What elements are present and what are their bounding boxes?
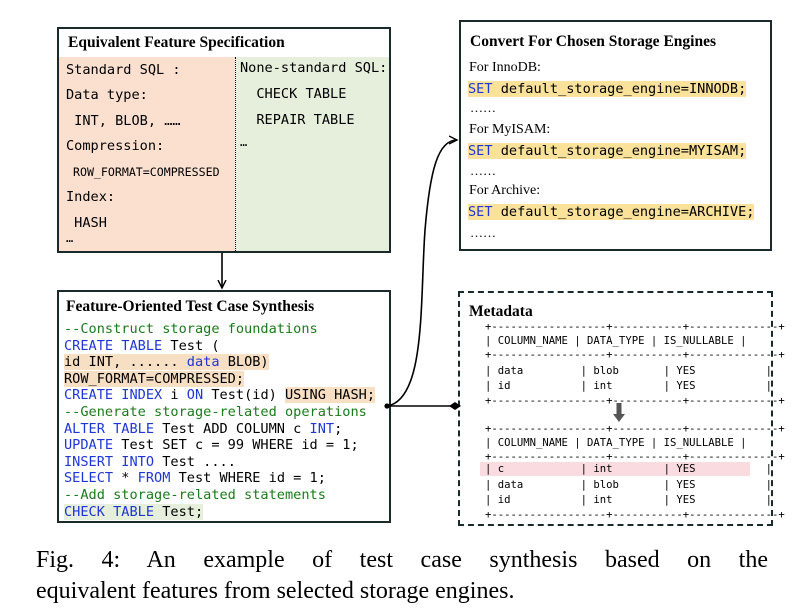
set-keyword: SET	[468, 143, 493, 159]
panel-divider	[235, 57, 236, 251]
set-keyword: SET	[468, 81, 493, 97]
standard-line: ROW_FORMAT=COMPRESSED	[66, 165, 220, 179]
code-line: UPDATE Test SET c = 99 WHERE id = 1;	[64, 437, 359, 454]
standard-line: Compression:	[66, 138, 165, 154]
standard-line: Data type:	[66, 87, 148, 103]
engine-label: For MyISAM:	[469, 122, 551, 137]
connector-origin-dot	[384, 403, 390, 409]
new-row-highlight	[480, 462, 750, 476]
code-line: ALTER TABLE Test ADD COLUMN c INT;	[64, 420, 343, 437]
down-arrow-icon	[612, 403, 626, 423]
standard-line: HASH	[66, 215, 107, 231]
metadata-arrow-head	[449, 402, 461, 410]
spec-title: Equivalent Feature Specification	[68, 34, 285, 51]
code-keyword: CREATE TABLE	[64, 337, 163, 354]
code-line: --Add storage-related statements	[64, 487, 326, 504]
table-border: +------------------+-----------+--------…	[485, 395, 785, 407]
table-border: +------------------+-----------+--------…	[485, 423, 785, 435]
code-line: --Generate storage-related operations	[64, 404, 367, 421]
table-row: | id | int | YES |	[485, 494, 773, 506]
synthesis-box: Feature-Oriented Test Case Synthesis --C…	[57, 290, 391, 523]
set-value: default_storage_engine=INNODB;	[492, 81, 747, 97]
table-row: | id | int | YES |	[485, 380, 773, 392]
code-line: SELECT * FROM Test WHERE id = 1;	[64, 470, 326, 487]
table-header: | COLUMN_NAME | DATA_TYPE | IS_NULLABLE …	[485, 335, 747, 347]
table-row-new: | c | int | YES |	[485, 463, 773, 475]
code-comment: --Construct storage foundations	[64, 321, 318, 337]
nonstandard-sql-panel	[236, 57, 389, 251]
code-line: INSERT INTO Test ....	[64, 453, 236, 470]
table-header: | COLUMN_NAME | DATA_TYPE | IS_NULLABLE …	[485, 437, 747, 449]
code-comment: --Generate storage-related operations	[64, 404, 367, 420]
engine-set-statement: SET default_storage_engine=ARCHIVE;	[468, 204, 755, 221]
standard-line: Index:	[66, 189, 116, 205]
code-line: CREATE TABLE Test (	[64, 337, 220, 354]
engine-set-statement: SET default_storage_engine=INNODB;	[468, 81, 747, 98]
standard-line: INT, BLOB, ……	[66, 113, 181, 129]
standard-line: …	[66, 231, 74, 245]
metadata-title: Metadata	[469, 303, 533, 320]
standard-line: Standard SQL :	[66, 62, 181, 78]
table-row: | data | blob | YES |	[485, 479, 773, 491]
convert-title: Convert For Chosen Storage Engines	[470, 33, 716, 50]
standard-sql-panel	[59, 57, 235, 251]
code-line: CREATE INDEX i ON Test(id) USING HASH;	[64, 387, 376, 404]
code-line: ROW_FORMAT=COMPRESSED;	[64, 370, 245, 387]
code-comment: --Add storage-related statements	[64, 487, 326, 503]
spec-box: Equivalent Feature Specification Standar…	[57, 27, 391, 253]
table-border: +------------------+-----------+--------…	[485, 509, 785, 521]
engine-ellipsis: ……	[470, 100, 496, 115]
figure-caption-line: Fig. 4: An example of test case synthesi…	[36, 547, 768, 573]
nonstandard-line: None-standard SQL:	[240, 60, 388, 76]
set-value: default_storage_engine=MYISAM;	[492, 143, 747, 159]
set-value: default_storage_engine=ARCHIVE;	[492, 204, 755, 220]
set-keyword: SET	[468, 204, 493, 220]
engine-label: For Archive:	[469, 183, 541, 198]
table-border: +------------------+-----------+--------…	[485, 349, 785, 361]
convert-box: Convert For Chosen Storage Engines For I…	[459, 20, 772, 251]
highlight-using-hash: USING HASH;	[285, 387, 376, 404]
table-border: +------------------+-----------+--------…	[485, 451, 785, 463]
nonstandard-line: CHECK TABLE	[240, 86, 347, 102]
synthesis-title: Feature-Oriented Test Case Synthesis	[66, 298, 315, 315]
connector-arrows	[0, 0, 461, 410]
nonstandard-line: REPAIR TABLE	[240, 112, 355, 128]
synthesis-to-convert-arrow	[386, 140, 457, 407]
metadata-box: Metadata +------------------+-----------…	[458, 291, 785, 526]
code-line: CHECK TABLE Test;	[64, 503, 204, 520]
table-border: +------------------+-----------+--------…	[485, 321, 785, 333]
table-row: | data | blob | YES |	[485, 365, 773, 377]
nonstandard-line: …	[240, 135, 248, 149]
engine-set-statement: SET default_storage_engine=MYISAM;	[468, 143, 747, 160]
engine-ellipsis: ……	[470, 163, 496, 178]
engine-label: For InnoDB:	[469, 60, 541, 75]
engine-ellipsis: ……	[470, 225, 496, 240]
code-line: id INT, ...... data BLOB)	[64, 354, 269, 371]
figure-caption-line: equivalent features from selected storag…	[36, 578, 515, 604]
code-line: --Construct storage foundations	[64, 321, 318, 338]
